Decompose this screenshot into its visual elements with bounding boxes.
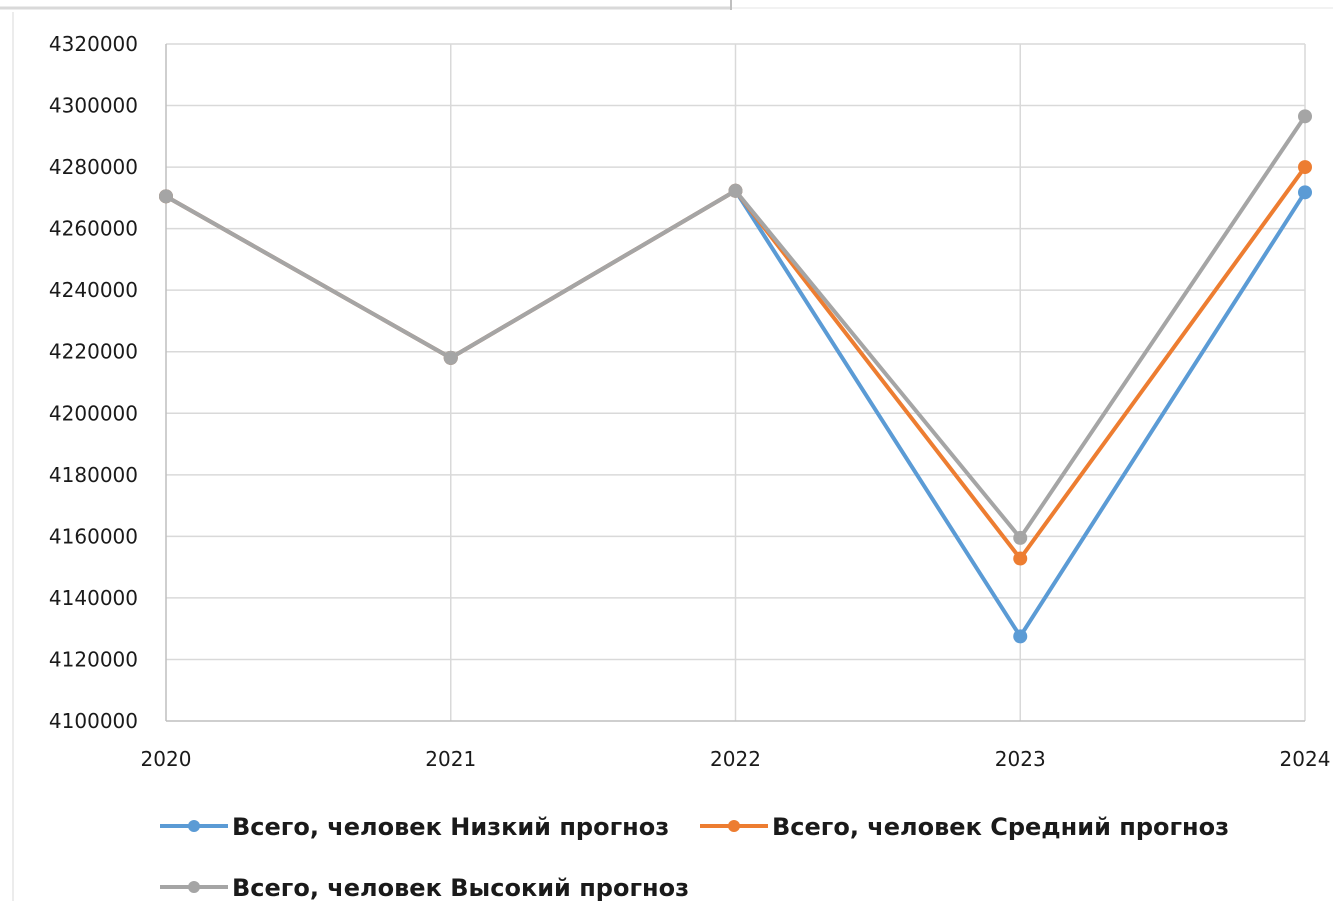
legend-item-medium[interactable]: Всего, человек Средний прогноз xyxy=(700,813,1229,841)
series-lines xyxy=(159,109,1312,644)
data-point-medium[interactable] xyxy=(1013,551,1028,566)
legend-swatch-medium-marker xyxy=(728,820,740,832)
y-tick-label: 4100000 xyxy=(49,709,138,733)
y-tick-label: 4180000 xyxy=(49,463,138,487)
legend-label-medium: Всего, человек Средний прогноз xyxy=(772,813,1229,841)
x-tick-label: 2023 xyxy=(995,747,1046,771)
y-tick-label: 4160000 xyxy=(49,524,138,548)
x-tick-label: 2021 xyxy=(425,747,476,771)
x-tick-label: 2022 xyxy=(710,747,761,771)
y-tick-label: 4120000 xyxy=(49,647,138,671)
data-point-high[interactable] xyxy=(159,189,173,204)
y-tick-label: 4280000 xyxy=(49,155,138,179)
y-axis-ticks: 4100000 4120000 4140000 4160000 4180000 42000… xyxy=(49,32,138,733)
y-tick-label: 4260000 xyxy=(49,217,138,241)
series-high xyxy=(159,109,1312,545)
data-point-high[interactable] xyxy=(1013,530,1028,545)
data-point-high[interactable] xyxy=(443,350,458,365)
y-tick-label: 4240000 xyxy=(49,278,138,302)
legend: Всего, человек Низкий прогноз Всего, чел… xyxy=(160,813,1229,901)
y-tick-label: 4140000 xyxy=(49,586,138,610)
gridlines xyxy=(166,43,1306,721)
data-point-high[interactable] xyxy=(1298,109,1312,124)
x-tick-label: 2020 xyxy=(141,747,192,771)
y-tick-label: 4200000 xyxy=(49,401,138,425)
legend-item-high[interactable]: Всего, человек Высокий прогноз xyxy=(160,874,689,901)
axes xyxy=(165,44,1305,722)
legend-swatch-high-marker xyxy=(188,881,200,893)
y-tick-label: 4300000 xyxy=(49,94,138,118)
x-axis-ticks: 2020 2021 2022 2023 2024 xyxy=(141,747,1331,771)
data-point-high[interactable] xyxy=(728,183,743,198)
y-tick-label: 4320000 xyxy=(49,32,138,56)
y-tick-label: 4220000 xyxy=(49,340,138,364)
legend-label-low: Всего, человек Низкий прогноз xyxy=(232,813,669,841)
legend-swatch-low-marker xyxy=(188,820,200,832)
x-tick-label: 2024 xyxy=(1280,747,1331,771)
legend-item-low[interactable]: Всего, человек Низкий прогноз xyxy=(160,813,669,841)
data-point-medium[interactable] xyxy=(1298,160,1312,175)
data-point-low[interactable] xyxy=(1013,629,1028,644)
legend-label-high: Всего, человек Высокий прогноз xyxy=(232,874,689,901)
data-point-low[interactable] xyxy=(1298,185,1312,200)
